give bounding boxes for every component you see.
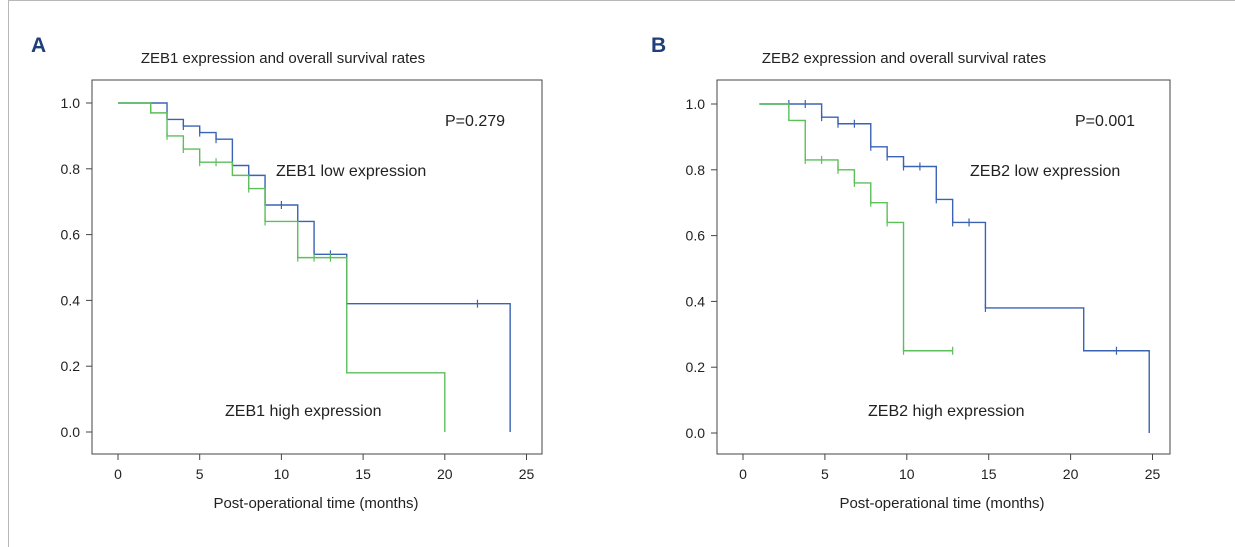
panel-a-ytick-label: 1.0 — [61, 95, 81, 111]
panel-b-low-label: ZEB2 low expression — [970, 163, 1120, 180]
panel-a-xlabel: Post-operational time (months) — [213, 495, 418, 512]
panel-a-xtick-label: 10 — [274, 466, 290, 482]
panel-a-pvalue: P=0.279 — [445, 113, 505, 130]
panel-b-xtick-label: 0 — [739, 466, 747, 482]
panel-a-low-expression-curve — [118, 102, 511, 432]
panel-b-xlabel: Post-operational time (months) — [839, 495, 1044, 512]
panel-b-ytick-label: 0.4 — [686, 293, 706, 309]
panel-b-letter: B — [651, 34, 666, 57]
panel-a-letter: A — [31, 34, 46, 57]
panel-a-xtick-label: 15 — [355, 466, 371, 482]
panel-b-low-expression-curve — [759, 103, 1150, 433]
panel-b-ytick-label: 0.8 — [686, 162, 706, 178]
figure-frame — [8, 0, 1235, 547]
panel-a-ytick-label: 0.8 — [61, 161, 81, 177]
panel-b-title: ZEB2 expression and overall survival rat… — [762, 50, 1046, 67]
panel-a-low-label: ZEB1 low expression — [276, 163, 426, 180]
panel-b-plot-box — [716, 79, 1171, 455]
panel-b-xtick-label: 20 — [1063, 466, 1079, 482]
panel-a-ytick-label: 0.2 — [61, 358, 81, 374]
panel-b-xtick-label: 15 — [981, 466, 997, 482]
panel-a-high-expression-curve — [118, 102, 446, 432]
panel-a-ytick-label: 0.4 — [61, 292, 81, 308]
panel-a-ytick-label: 0.6 — [61, 227, 81, 243]
panel-b-ytick-label: 1.0 — [686, 96, 706, 112]
panel-b-ytick-label: 0.2 — [686, 359, 706, 375]
panel-a-title: ZEB1 expression and overall survival rat… — [141, 50, 425, 67]
panel-b-pvalue: P=0.001 — [1075, 113, 1135, 130]
panel-a-plot-box — [91, 79, 543, 455]
panel-b-ytick-label: 0.6 — [686, 228, 706, 244]
panel-a-high-label: ZEB1 high expression — [225, 403, 382, 420]
panel-b-xtick-label: 5 — [821, 466, 829, 482]
panel-b-xtick-label: 25 — [1145, 466, 1161, 482]
panel-b-axes: 0.0 0.2 0.4 0.6 0.8 1.0 0 5 10 15 20 25 — [686, 79, 1171, 482]
panel-b-high-expression-curve — [759, 103, 953, 352]
panel-b-high-label: ZEB2 high expression — [868, 403, 1025, 420]
panel-a-xtick-label: 5 — [196, 466, 204, 482]
panel-a-ytick-label: 0.0 — [61, 424, 81, 440]
panel-a-xtick-label: 0 — [114, 466, 122, 482]
panel-a-xtick-label: 25 — [519, 466, 535, 482]
panel-a-xtick-label: 20 — [437, 466, 453, 482]
panel-b-xtick-label: 10 — [899, 466, 915, 482]
panel-a-axes: 0.0 0.2 0.4 0.6 0.8 1.0 0 5 10 15 20 25 — [61, 79, 543, 482]
panel-b-ytick-label: 0.0 — [686, 425, 706, 441]
